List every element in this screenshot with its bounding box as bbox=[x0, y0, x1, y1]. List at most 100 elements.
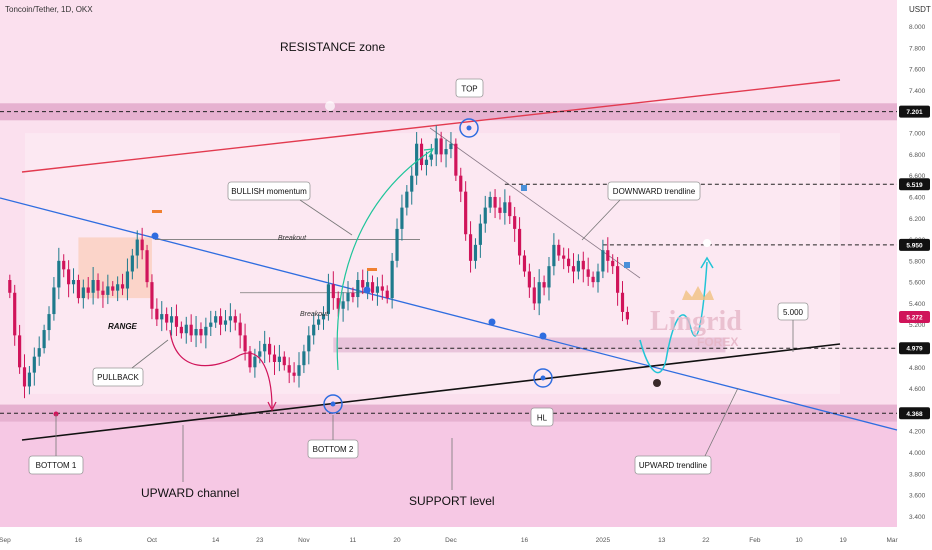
eye-icon bbox=[653, 379, 661, 387]
projection-arrow-head bbox=[700, 256, 714, 269]
trendline-dot bbox=[488, 318, 496, 326]
candle bbox=[111, 286, 115, 291]
candle bbox=[508, 202, 512, 217]
upward-channel-label: UPWARD channel bbox=[141, 486, 239, 500]
candle bbox=[22, 367, 27, 387]
candle bbox=[91, 280, 95, 293]
trendline-dot bbox=[363, 286, 371, 294]
candle bbox=[571, 266, 576, 272]
candle bbox=[434, 138, 438, 155]
candle bbox=[576, 260, 580, 272]
bullish-momentum-box bbox=[227, 181, 311, 201]
price-axis-background bbox=[897, 0, 932, 550]
time-tick-label: Mar bbox=[886, 537, 898, 544]
resistance-zone-label: RESISTANCE zone bbox=[280, 40, 385, 54]
candle bbox=[331, 284, 335, 299]
candle bbox=[155, 308, 159, 320]
candle bbox=[238, 322, 242, 336]
time-tick-label: 11 bbox=[350, 537, 357, 544]
candle bbox=[625, 311, 630, 320]
upward-trendline-label: UPWARD trendline bbox=[639, 461, 708, 470]
candle bbox=[537, 282, 541, 304]
pivot-circle bbox=[323, 394, 343, 414]
flag-icon bbox=[521, 185, 527, 191]
time-axis-background bbox=[0, 527, 932, 550]
breakout-label-2: Breakout bbox=[300, 311, 329, 318]
candle bbox=[493, 196, 497, 208]
candle bbox=[439, 138, 443, 155]
candle bbox=[165, 314, 169, 323]
candle bbox=[326, 284, 331, 315]
watermark-subtext: FOREX bbox=[697, 335, 738, 349]
candle bbox=[562, 255, 566, 259]
time-tick-label: 16 bbox=[521, 537, 529, 544]
candle bbox=[179, 326, 183, 334]
price-label: 6.519 bbox=[906, 182, 923, 189]
star-icon bbox=[703, 239, 711, 247]
candle bbox=[351, 292, 355, 298]
candle bbox=[106, 286, 110, 295]
candle bbox=[366, 282, 370, 288]
candle bbox=[243, 335, 247, 352]
candle bbox=[120, 284, 125, 289]
price-tick-label: 3.400 bbox=[909, 514, 926, 521]
candle bbox=[297, 365, 301, 376]
candle bbox=[272, 354, 277, 362]
candle bbox=[380, 286, 384, 291]
candle bbox=[81, 287, 85, 299]
candle bbox=[214, 316, 218, 323]
time-tick-label: Dec bbox=[445, 537, 457, 544]
time-tick-label: 23 bbox=[256, 537, 264, 544]
candle bbox=[596, 271, 600, 283]
price-label: 4.979 bbox=[906, 346, 923, 353]
price-tick-label: 5.200 bbox=[909, 322, 926, 329]
price-tick-label: 6.800 bbox=[909, 152, 926, 159]
candle bbox=[223, 320, 228, 325]
candle bbox=[566, 258, 571, 267]
momentum-arrow-head bbox=[423, 148, 435, 158]
candle bbox=[76, 280, 81, 299]
candle bbox=[611, 260, 615, 267]
pivot-dot bbox=[330, 401, 336, 407]
price-tick-label: 4.200 bbox=[909, 429, 926, 436]
candle bbox=[429, 154, 433, 160]
candle bbox=[483, 207, 487, 224]
price-label-badge bbox=[899, 178, 930, 191]
upward-trendline-box bbox=[634, 455, 712, 475]
candle bbox=[228, 316, 232, 321]
hl-box bbox=[530, 407, 554, 427]
upward-trendline bbox=[21, 343, 841, 441]
candle bbox=[218, 316, 223, 325]
candle bbox=[312, 324, 316, 336]
candle bbox=[8, 280, 12, 293]
price-tick-label: 7.400 bbox=[909, 88, 926, 95]
candle bbox=[57, 260, 61, 288]
downward-trendline bbox=[0, 197, 898, 431]
candle bbox=[62, 260, 66, 270]
price-label: 4.368 bbox=[906, 411, 923, 418]
candle bbox=[52, 287, 56, 315]
candle bbox=[135, 239, 139, 256]
candle bbox=[13, 292, 17, 336]
top-label: TOP bbox=[461, 85, 477, 94]
currency-label: USDT bbox=[909, 5, 931, 14]
candle bbox=[581, 260, 585, 270]
zone-mid-support bbox=[333, 337, 726, 353]
candle bbox=[174, 316, 179, 327]
candle bbox=[189, 324, 193, 336]
time-tick-label: Oct bbox=[147, 537, 157, 544]
hammer-icon bbox=[367, 268, 377, 271]
candle bbox=[209, 322, 213, 327]
breakout-label-1: Breakout bbox=[278, 235, 307, 242]
price-tick-label: 6.600 bbox=[909, 173, 926, 180]
time-tick-label: Feb bbox=[749, 537, 761, 544]
bullish-momentum-label: BULLISH momentum bbox=[231, 187, 307, 196]
pivot-circle bbox=[459, 118, 479, 138]
time-tick-label: Sep bbox=[0, 537, 11, 544]
price-tick-label: 5.600 bbox=[909, 280, 926, 287]
lower-shade bbox=[0, 421, 897, 527]
candle bbox=[233, 316, 237, 323]
price-tick-label: 3.800 bbox=[909, 471, 926, 478]
candle bbox=[71, 280, 76, 285]
